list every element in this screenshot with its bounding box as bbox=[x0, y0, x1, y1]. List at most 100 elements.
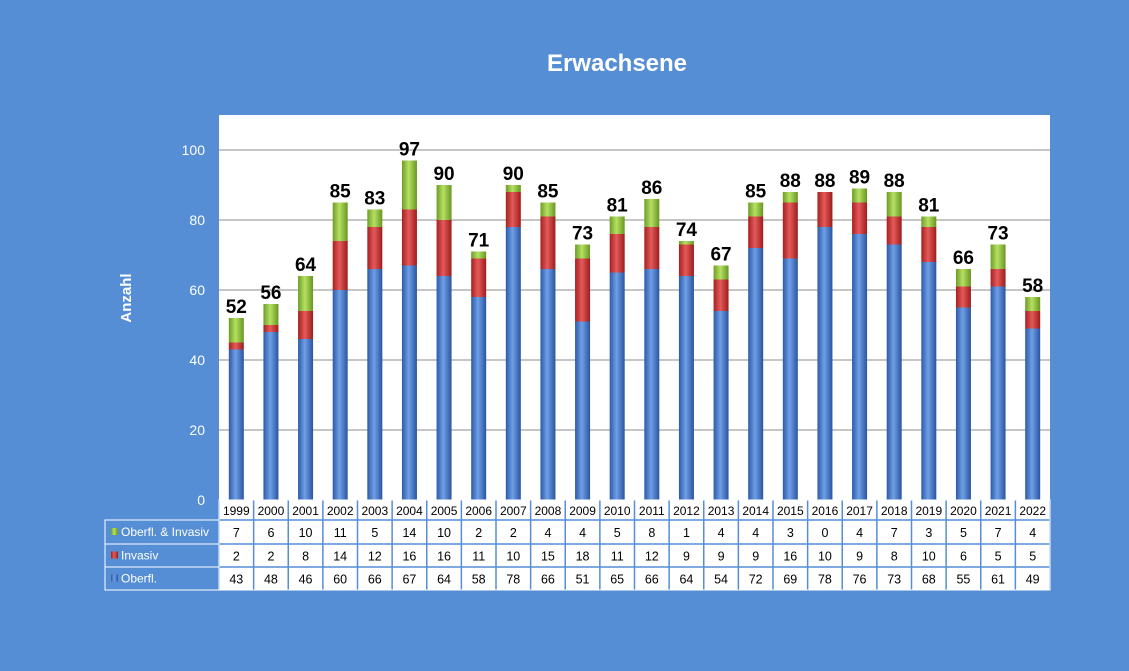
total-label: 88 bbox=[884, 171, 905, 192]
x-tick-label: 2005 bbox=[431, 504, 458, 518]
bar-oberfl bbox=[367, 269, 383, 500]
table-cell: 3 bbox=[925, 526, 932, 540]
bar-oberfl-invasiv bbox=[401, 160, 417, 210]
bar-oberfl bbox=[886, 244, 902, 500]
bar-oberfl bbox=[921, 262, 937, 500]
table-cell: 43 bbox=[229, 573, 243, 587]
table-cell: 60 bbox=[333, 573, 347, 587]
table-cell: 10 bbox=[922, 550, 936, 564]
x-tick-label: 2001 bbox=[292, 504, 319, 518]
x-tick-label: 2007 bbox=[500, 504, 527, 518]
bar-invasiv bbox=[852, 202, 868, 234]
table-cell: 4 bbox=[544, 526, 551, 540]
table-cell: 7 bbox=[891, 526, 898, 540]
table-cell: 9 bbox=[856, 550, 863, 564]
bar-oberfl bbox=[436, 276, 452, 500]
table-cell: 5 bbox=[1029, 550, 1036, 564]
bar-oberfl bbox=[609, 272, 625, 500]
bar-invasiv bbox=[575, 258, 591, 322]
table-cell: 9 bbox=[718, 550, 725, 564]
bar-invasiv bbox=[401, 209, 417, 266]
legend-swatch bbox=[111, 551, 118, 559]
legend-swatch bbox=[111, 528, 118, 535]
bar-oberfl-invasiv bbox=[852, 188, 868, 203]
table-cell: 2 bbox=[510, 526, 517, 540]
y-tick-label: 80 bbox=[189, 212, 205, 228]
table-cell: 5 bbox=[614, 526, 621, 540]
total-label: 83 bbox=[364, 189, 385, 210]
table-cell: 67 bbox=[402, 573, 416, 587]
total-label: 89 bbox=[849, 168, 870, 189]
table-cell: 48 bbox=[264, 573, 278, 587]
table-cell: 72 bbox=[749, 573, 763, 587]
x-tick-label: 2020 bbox=[950, 504, 977, 518]
table-cell: 69 bbox=[783, 573, 797, 587]
table-cell: 9 bbox=[683, 550, 690, 564]
table-cell: 2 bbox=[233, 550, 240, 564]
bar-invasiv bbox=[921, 227, 937, 262]
bar-oberfl bbox=[332, 290, 348, 500]
table-cell: 78 bbox=[818, 573, 832, 587]
bar-oberfl bbox=[575, 321, 591, 500]
bar-oberfl bbox=[228, 349, 244, 500]
total-label: 66 bbox=[953, 248, 974, 269]
plot-area bbox=[219, 115, 1050, 500]
bar-oberfl bbox=[990, 286, 1006, 500]
gridlines bbox=[219, 149, 1050, 431]
table-cell: 16 bbox=[783, 550, 797, 564]
total-label: 86 bbox=[641, 178, 662, 199]
bar-oberfl-invasiv bbox=[921, 216, 937, 227]
y-tick-label: 20 bbox=[189, 422, 205, 438]
table-cell: 64 bbox=[679, 573, 693, 587]
total-label: 88 bbox=[780, 171, 801, 192]
x-tick-label: 2010 bbox=[604, 504, 631, 518]
bar-oberfl bbox=[782, 258, 798, 500]
x-tick-label: 2015 bbox=[777, 504, 804, 518]
bar-oberfl-invasiv bbox=[782, 192, 798, 203]
table-cell: 4 bbox=[579, 526, 586, 540]
bar-oberfl-invasiv bbox=[678, 241, 694, 245]
bar-oberfl bbox=[817, 227, 833, 500]
bar-oberfl-invasiv bbox=[955, 269, 971, 287]
x-tick-label: 2014 bbox=[742, 504, 769, 518]
legend-label: Oberfl. bbox=[121, 572, 157, 586]
total-label: 81 bbox=[607, 196, 629, 217]
bar-oberfl-invasiv bbox=[436, 185, 452, 220]
bar-oberfl bbox=[955, 307, 971, 500]
table-cell: 10 bbox=[506, 550, 520, 564]
bar-oberfl bbox=[401, 265, 417, 500]
bar-oberfl-invasiv bbox=[471, 251, 487, 259]
x-tick-label: 2000 bbox=[258, 504, 285, 518]
bar-oberfl bbox=[298, 339, 314, 500]
total-label: 97 bbox=[399, 140, 420, 161]
table-cell: 14 bbox=[333, 550, 347, 564]
legend-label: Invasiv bbox=[121, 549, 158, 563]
table-cell: 58 bbox=[472, 573, 486, 587]
bar-oberfl-invasiv bbox=[1025, 297, 1041, 311]
bar-invasiv bbox=[955, 286, 971, 308]
total-label: 52 bbox=[226, 297, 247, 318]
x-tick-label: 2004 bbox=[396, 504, 423, 518]
bar-oberfl bbox=[540, 269, 556, 500]
bar-invasiv bbox=[367, 227, 383, 269]
bar-oberfl-invasiv bbox=[609, 216, 625, 234]
bar-oberfl bbox=[1025, 328, 1041, 500]
x-tick-label: 2002 bbox=[327, 504, 354, 518]
bars bbox=[228, 160, 1041, 500]
table-cell: 7 bbox=[233, 526, 240, 540]
table-cell: 64 bbox=[437, 573, 451, 587]
total-label: 64 bbox=[295, 255, 317, 276]
table-cell: 51 bbox=[576, 573, 590, 587]
table-cell: 76 bbox=[853, 573, 867, 587]
table-cell: 18 bbox=[576, 550, 590, 564]
table-cell: 10 bbox=[299, 526, 313, 540]
total-labels: 52 56 64 85 83 97 90 71 90 85 73 81 86 74 67 85 88 88 89 88… bbox=[226, 140, 1044, 319]
bar-invasiv bbox=[678, 244, 694, 276]
x-tick-label: 2003 bbox=[361, 504, 388, 518]
total-label: 85 bbox=[537, 182, 559, 203]
total-label: 58 bbox=[1022, 276, 1043, 297]
bar-oberfl-invasiv bbox=[505, 185, 521, 192]
bar-invasiv bbox=[990, 269, 1006, 287]
x-tick-label: 2016 bbox=[812, 504, 839, 518]
